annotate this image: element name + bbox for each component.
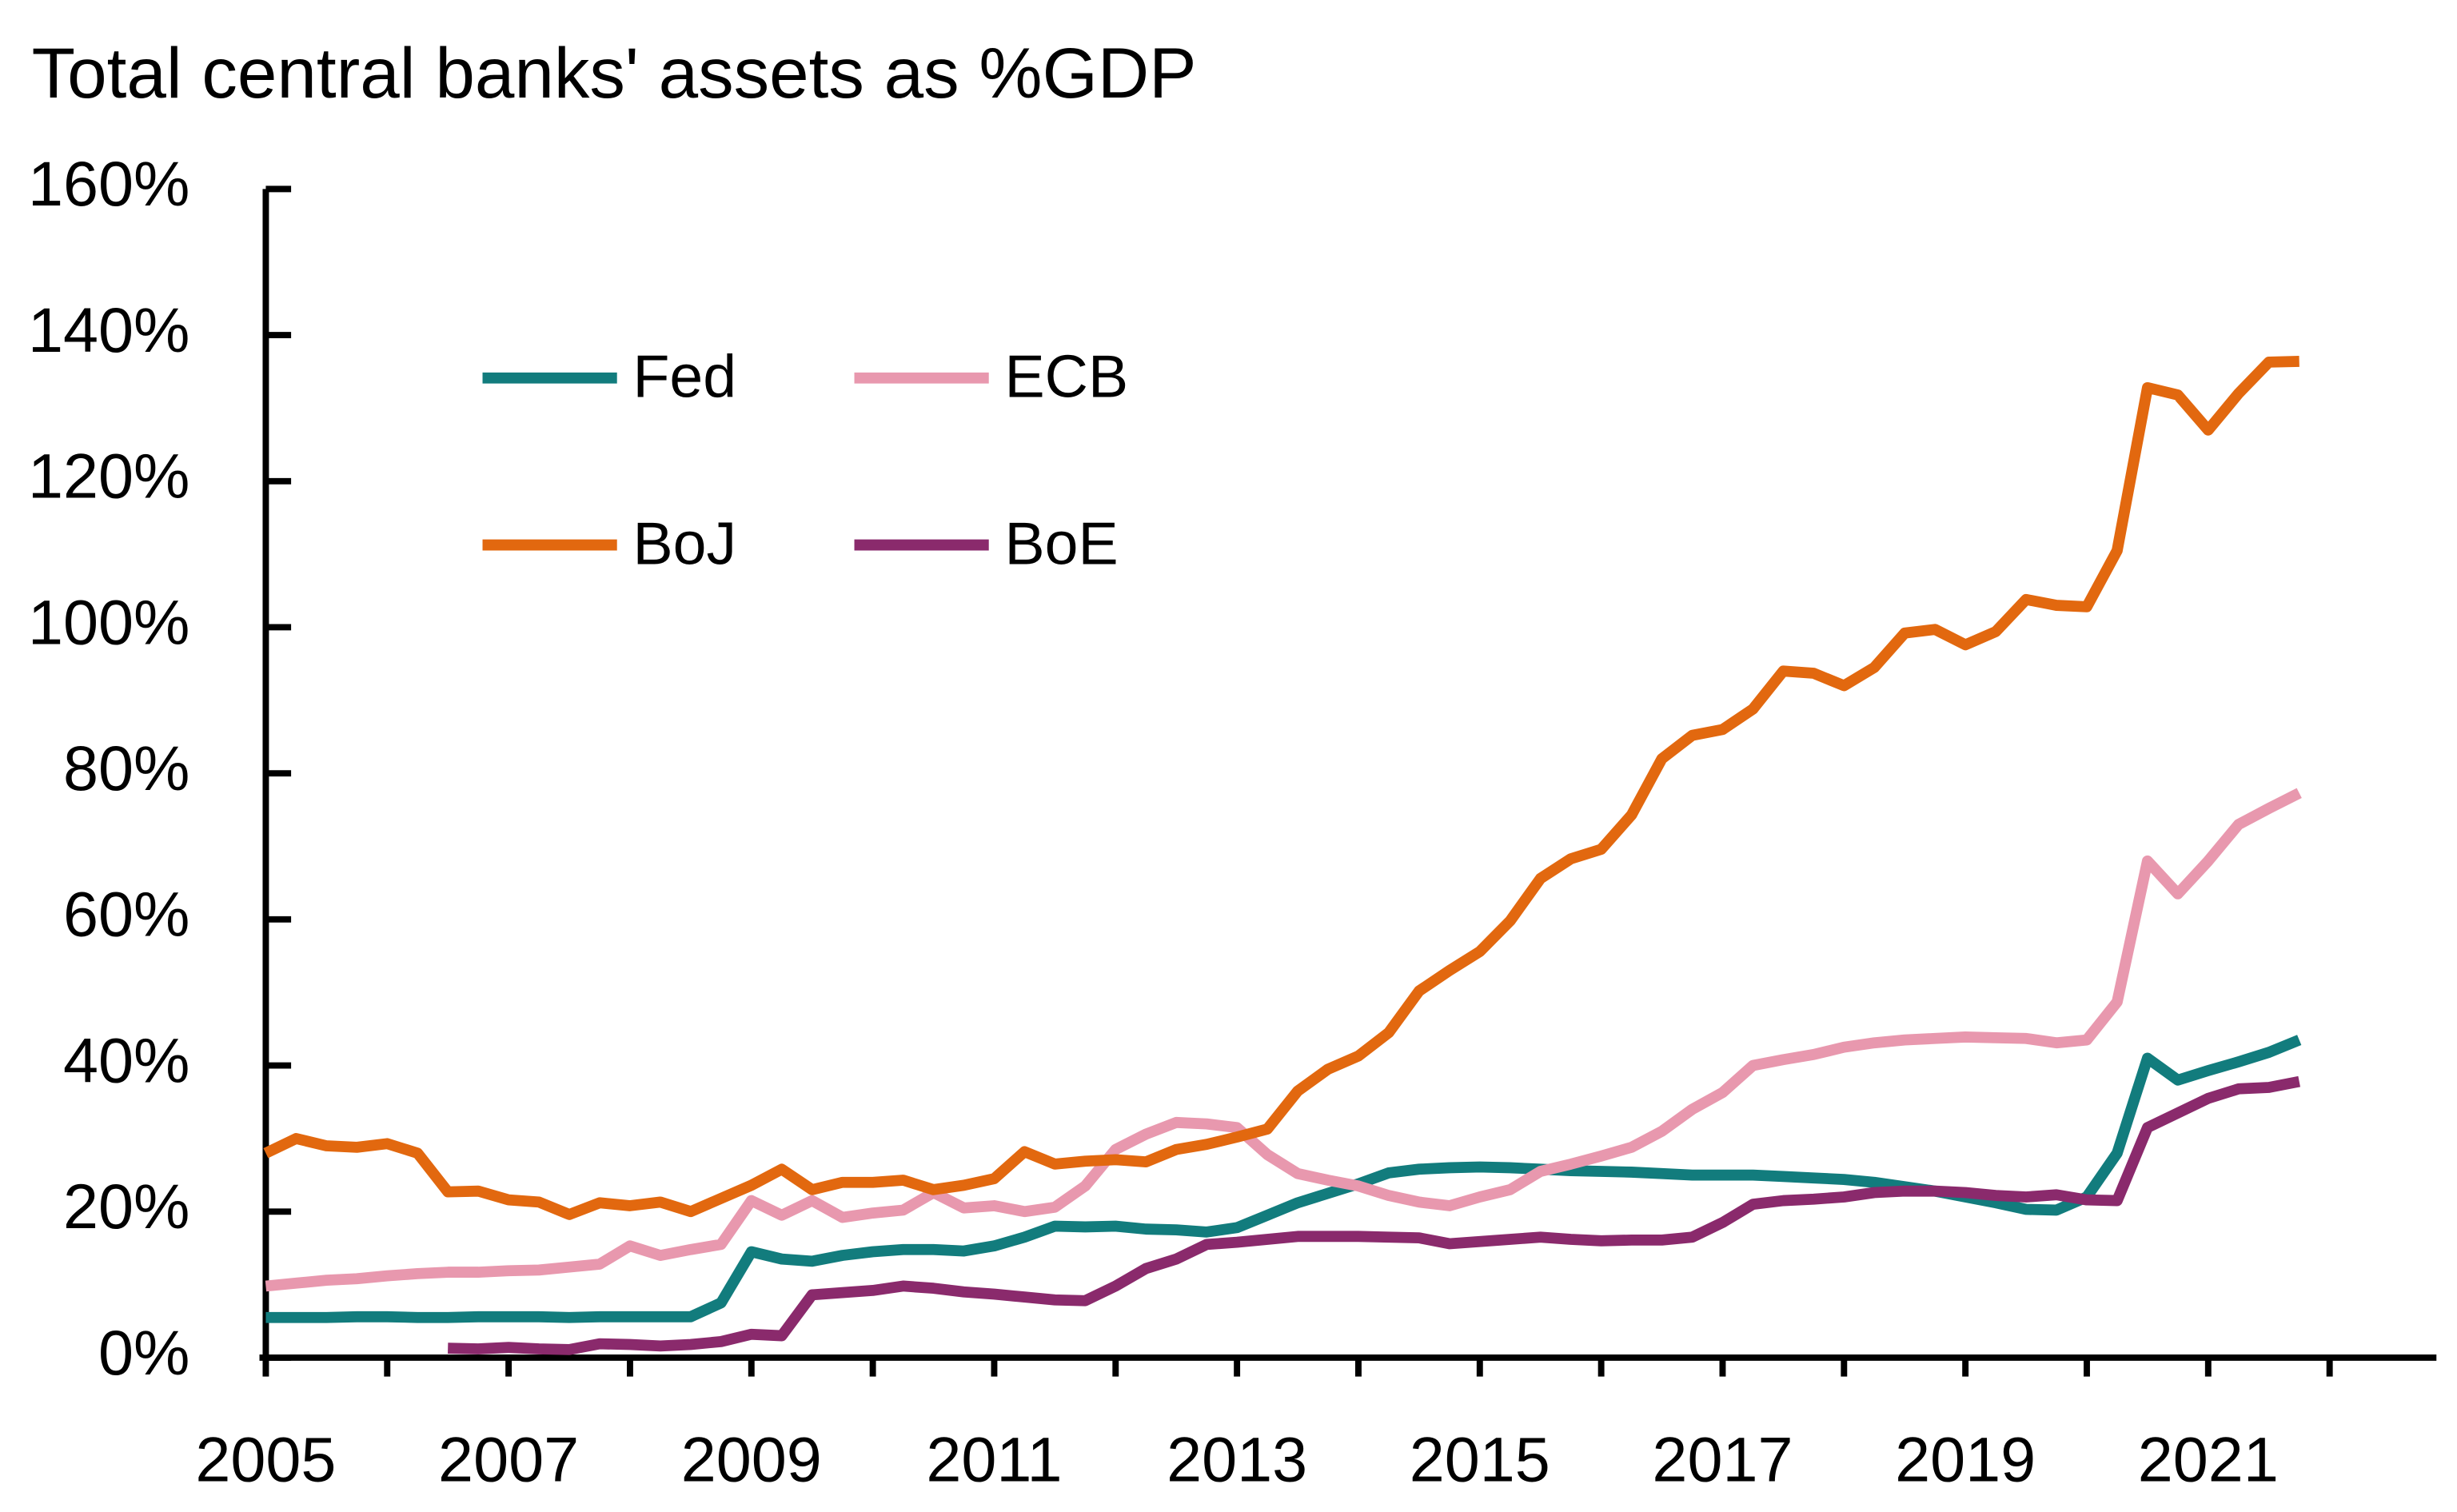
- series-line: [265, 1035, 2302, 1323]
- y-tick-label: 120%: [28, 441, 189, 512]
- x-tick-label: 2013: [1167, 1425, 1307, 1495]
- legend-label: BoJ: [633, 509, 737, 576]
- y-tick-label: 40%: [63, 1026, 189, 1096]
- y-tick-label: 160%: [28, 149, 189, 219]
- legend-label: Fed: [633, 343, 737, 410]
- y-tick-label: 20%: [63, 1171, 189, 1242]
- x-tick-label: 2009: [681, 1425, 822, 1495]
- y-tick-label: 0%: [98, 1318, 189, 1388]
- series-line: [263, 356, 2299, 1220]
- x-tick-label: 2005: [195, 1425, 336, 1495]
- y-tick-label: 100%: [28, 587, 189, 657]
- y-tick-label: 80%: [63, 733, 189, 804]
- x-tick-label: 2021: [2138, 1425, 2279, 1495]
- legend-label: BoE: [1005, 509, 1119, 576]
- chart-title: Total central banks' assets as %GDP: [32, 34, 1197, 113]
- y-tick-label: 60%: [63, 880, 189, 950]
- x-tick-label: 2019: [1895, 1425, 2036, 1495]
- legend-label: ECB: [1005, 343, 1129, 410]
- x-tick-label: 2017: [1652, 1425, 1793, 1495]
- x-tick-label: 2015: [1410, 1425, 1550, 1495]
- x-tick-label: 2007: [438, 1425, 579, 1495]
- y-tick-label: 140%: [28, 295, 189, 365]
- series-line: [448, 1075, 2301, 1355]
- x-tick-label: 2011: [926, 1425, 1062, 1495]
- series-line: [265, 788, 2302, 1292]
